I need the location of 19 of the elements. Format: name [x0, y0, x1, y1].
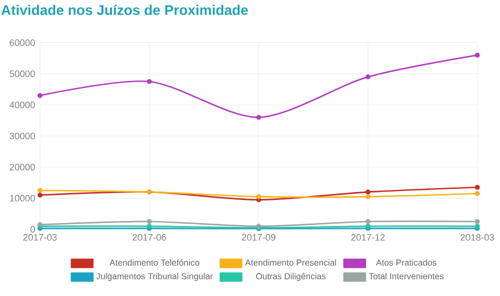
legend-label: Atendimento Presencial	[245, 259, 336, 266]
chart-title: Atividade nos Juízos de Proximidade	[1, 4, 248, 16]
x-tick-label: 2017-03	[23, 234, 57, 241]
legend-label: Total Intervenientes	[368, 272, 444, 280]
x-tick-label: 2017-09	[242, 234, 276, 241]
y-tick-label: 40000	[10, 102, 35, 108]
y-tick-label: 30000	[10, 132, 35, 140]
legend-label: Atendimento Telefónico	[110, 259, 200, 266]
legend-label: Julgamentos Tribunal Singular	[96, 272, 213, 281]
x-tick-label: 2018-03	[460, 234, 494, 241]
y-tick-label: 20000	[10, 164, 35, 170]
y-tick-label: 10000	[10, 194, 35, 202]
y-tick-label: 50000	[10, 70, 35, 78]
legend-label: Atos Praticados	[376, 259, 436, 266]
y-tick-label: 60000	[10, 39, 35, 46]
x-tick-label: 2017-06	[132, 234, 166, 241]
y-tick-label: 0	[30, 226, 35, 233]
legend-label: Outras Diligências	[256, 272, 326, 282]
x-tick-label: 2017-12	[351, 234, 385, 241]
